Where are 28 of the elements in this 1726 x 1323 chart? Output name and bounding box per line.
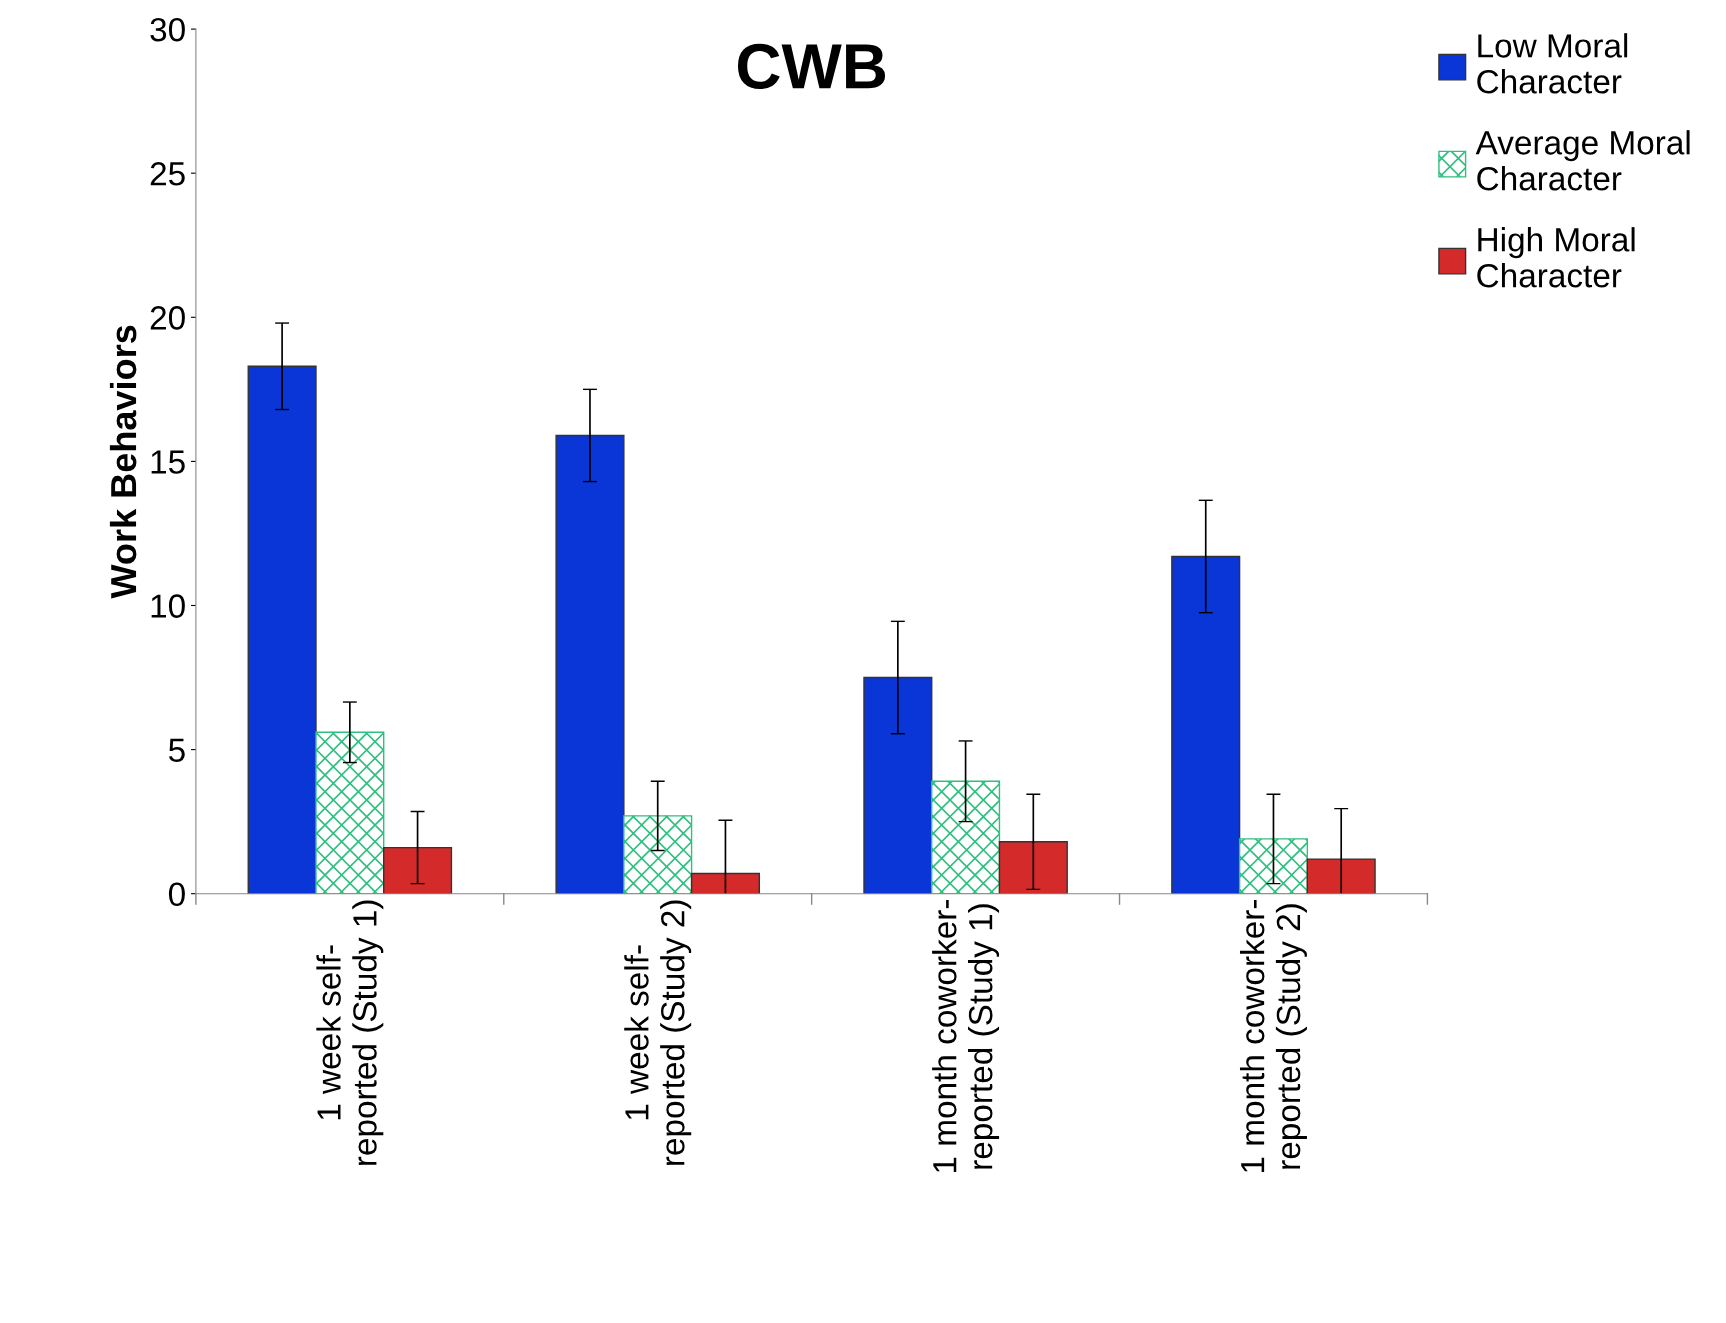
bar xyxy=(690,872,761,894)
bar xyxy=(315,731,385,894)
y-tick-label: 25 xyxy=(150,162,185,186)
bar xyxy=(555,434,625,894)
bar xyxy=(1306,858,1376,894)
legend-label: High Moral Character xyxy=(1477,227,1635,288)
bar xyxy=(1238,838,1309,894)
chart-title: CWB xyxy=(737,43,886,89)
y-axis-title: Work Behaviors xyxy=(109,325,137,599)
legend-label: Average Moral Character xyxy=(1475,130,1690,191)
x-tick-label: 1 month coworker- reported (Study 2) xyxy=(1239,900,1307,1173)
y-tick-label: 20 xyxy=(150,306,185,330)
bar xyxy=(1171,555,1241,894)
bar xyxy=(931,780,1001,894)
x-tick-label: 1 month coworker- reported (Study 1) xyxy=(932,900,1000,1173)
bar xyxy=(623,815,693,894)
bar xyxy=(383,846,453,894)
legend-label: Low Moral Character xyxy=(1477,33,1628,94)
bar xyxy=(247,365,317,894)
x-tick-label: 1 week self- reported (Study 2) xyxy=(624,900,692,1165)
y-tick-label: 5 xyxy=(168,738,185,762)
y-tick-label: 30 xyxy=(150,17,185,42)
y-tick-label: 15 xyxy=(151,450,185,474)
y-tick-label: 0 xyxy=(168,882,185,907)
x-tick-label: 1 week self- reported (Study 1) xyxy=(316,900,384,1165)
bar xyxy=(863,676,933,894)
y-tick-label: 10 xyxy=(151,594,185,618)
bar xyxy=(998,841,1068,894)
